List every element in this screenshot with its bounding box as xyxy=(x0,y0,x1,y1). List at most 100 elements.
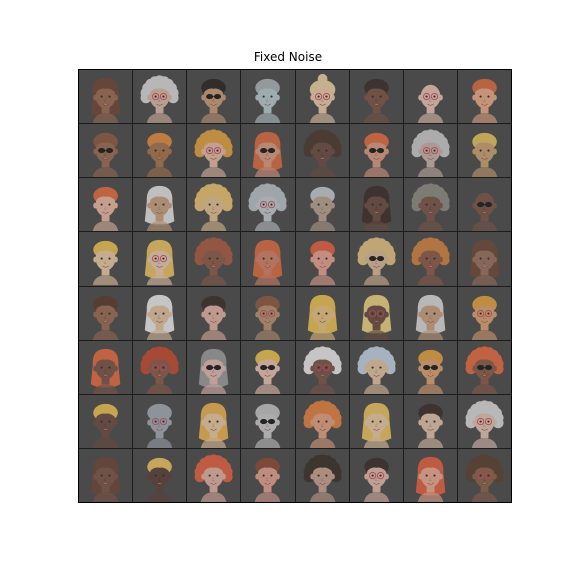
face-tile-25 xyxy=(79,232,133,286)
avatar-face xyxy=(144,240,175,286)
face-tile-42 xyxy=(133,340,187,394)
face-tile-16 xyxy=(457,124,511,178)
face-tile-61 xyxy=(295,448,349,502)
face-tile-60 xyxy=(241,448,295,502)
avatar-face xyxy=(199,402,229,448)
avatar-face xyxy=(363,78,389,124)
face-tile-59 xyxy=(187,448,241,502)
avatar-face xyxy=(309,187,335,232)
face-tile-62 xyxy=(349,448,403,502)
avatar-face xyxy=(201,78,227,124)
face-tile-7 xyxy=(403,70,457,124)
avatar-face xyxy=(303,454,342,502)
face-tile-48 xyxy=(457,340,511,394)
avatar-face xyxy=(90,456,121,502)
face-tile-13 xyxy=(295,124,349,178)
avatar-face xyxy=(140,346,179,394)
face-tile-30 xyxy=(349,232,403,286)
avatar-face xyxy=(361,186,391,232)
face-tile-32 xyxy=(457,232,511,286)
avatar-face xyxy=(465,346,504,394)
face-tile-37 xyxy=(295,286,349,340)
face-tile-11 xyxy=(187,124,241,178)
avatar-face xyxy=(471,193,498,232)
face-tile-23 xyxy=(403,178,457,232)
face-tile-56 xyxy=(457,394,511,448)
face-tile-35 xyxy=(187,286,241,340)
avatar-face xyxy=(303,346,342,394)
face-tile-28 xyxy=(241,232,295,286)
face-tile-2 xyxy=(133,70,187,124)
avatar-face xyxy=(309,241,335,286)
face-tile-5 xyxy=(295,70,349,124)
avatar-face xyxy=(90,348,121,394)
face-tile-19 xyxy=(187,178,241,232)
face-tile-58 xyxy=(133,448,187,502)
avatar-face xyxy=(144,186,175,232)
avatar-face xyxy=(303,400,342,448)
avatar-face xyxy=(363,132,389,178)
avatar-face xyxy=(199,348,229,394)
face-tile-40 xyxy=(457,286,511,340)
face-tile-15 xyxy=(403,124,457,178)
avatar-face xyxy=(194,454,233,502)
face-tile-34 xyxy=(133,286,187,340)
face-tile-57 xyxy=(79,448,133,502)
face-tile-53 xyxy=(295,394,349,448)
face-tile-55 xyxy=(403,394,457,448)
face-tile-17 xyxy=(79,178,133,232)
avatar-face xyxy=(411,129,450,178)
face-tile-43 xyxy=(187,340,241,394)
avatar-face xyxy=(415,294,446,340)
image-grid xyxy=(78,69,512,503)
avatar-face xyxy=(144,294,175,340)
avatar-face xyxy=(146,403,173,448)
avatar-face xyxy=(92,132,119,178)
avatar-face xyxy=(92,295,119,340)
avatar-face xyxy=(255,457,281,502)
figure-title: Fixed Noise xyxy=(253,50,323,64)
face-tile-41 xyxy=(79,340,133,394)
face-tile-63 xyxy=(403,448,457,502)
face-tile-20 xyxy=(241,178,295,232)
face-tile-64 xyxy=(457,448,511,502)
avatar-face xyxy=(194,129,233,178)
face-tile-24 xyxy=(457,178,511,232)
face-tile-38 xyxy=(349,286,403,340)
avatar-face xyxy=(92,403,119,448)
avatar-face xyxy=(92,241,119,286)
face-tile-31 xyxy=(403,232,457,286)
avatar-face xyxy=(92,187,119,232)
avatar-face xyxy=(417,403,444,448)
face-tile-49 xyxy=(79,394,133,448)
avatar-face xyxy=(194,183,233,232)
face-tile-12 xyxy=(241,124,295,178)
face-tile-4 xyxy=(241,70,295,124)
face-tile-33 xyxy=(79,286,133,340)
avatar-face xyxy=(309,73,335,124)
face-tile-26 xyxy=(133,232,187,286)
avatar-face xyxy=(255,403,281,448)
face-tile-1 xyxy=(79,70,133,124)
avatar-face xyxy=(357,346,396,394)
face-tile-21 xyxy=(295,178,349,232)
face-tile-10 xyxy=(133,124,187,178)
avatar-face xyxy=(411,237,450,286)
avatar-face xyxy=(357,237,396,286)
avatar-face xyxy=(417,349,444,394)
avatar-face xyxy=(146,132,173,178)
face-tile-50 xyxy=(133,394,187,448)
avatar-face xyxy=(471,132,498,178)
face-tile-44 xyxy=(241,340,295,394)
face-tile-27 xyxy=(187,232,241,286)
face-tile-46 xyxy=(349,340,403,394)
avatar-face xyxy=(255,295,281,340)
avatar-face xyxy=(201,295,227,340)
avatar-face xyxy=(303,129,342,178)
avatar-face xyxy=(465,400,504,448)
face-tile-52 xyxy=(241,394,295,448)
avatar-face xyxy=(361,402,391,448)
avatar-face xyxy=(255,349,281,394)
face-tile-39 xyxy=(403,286,457,340)
avatar-face xyxy=(140,75,179,124)
